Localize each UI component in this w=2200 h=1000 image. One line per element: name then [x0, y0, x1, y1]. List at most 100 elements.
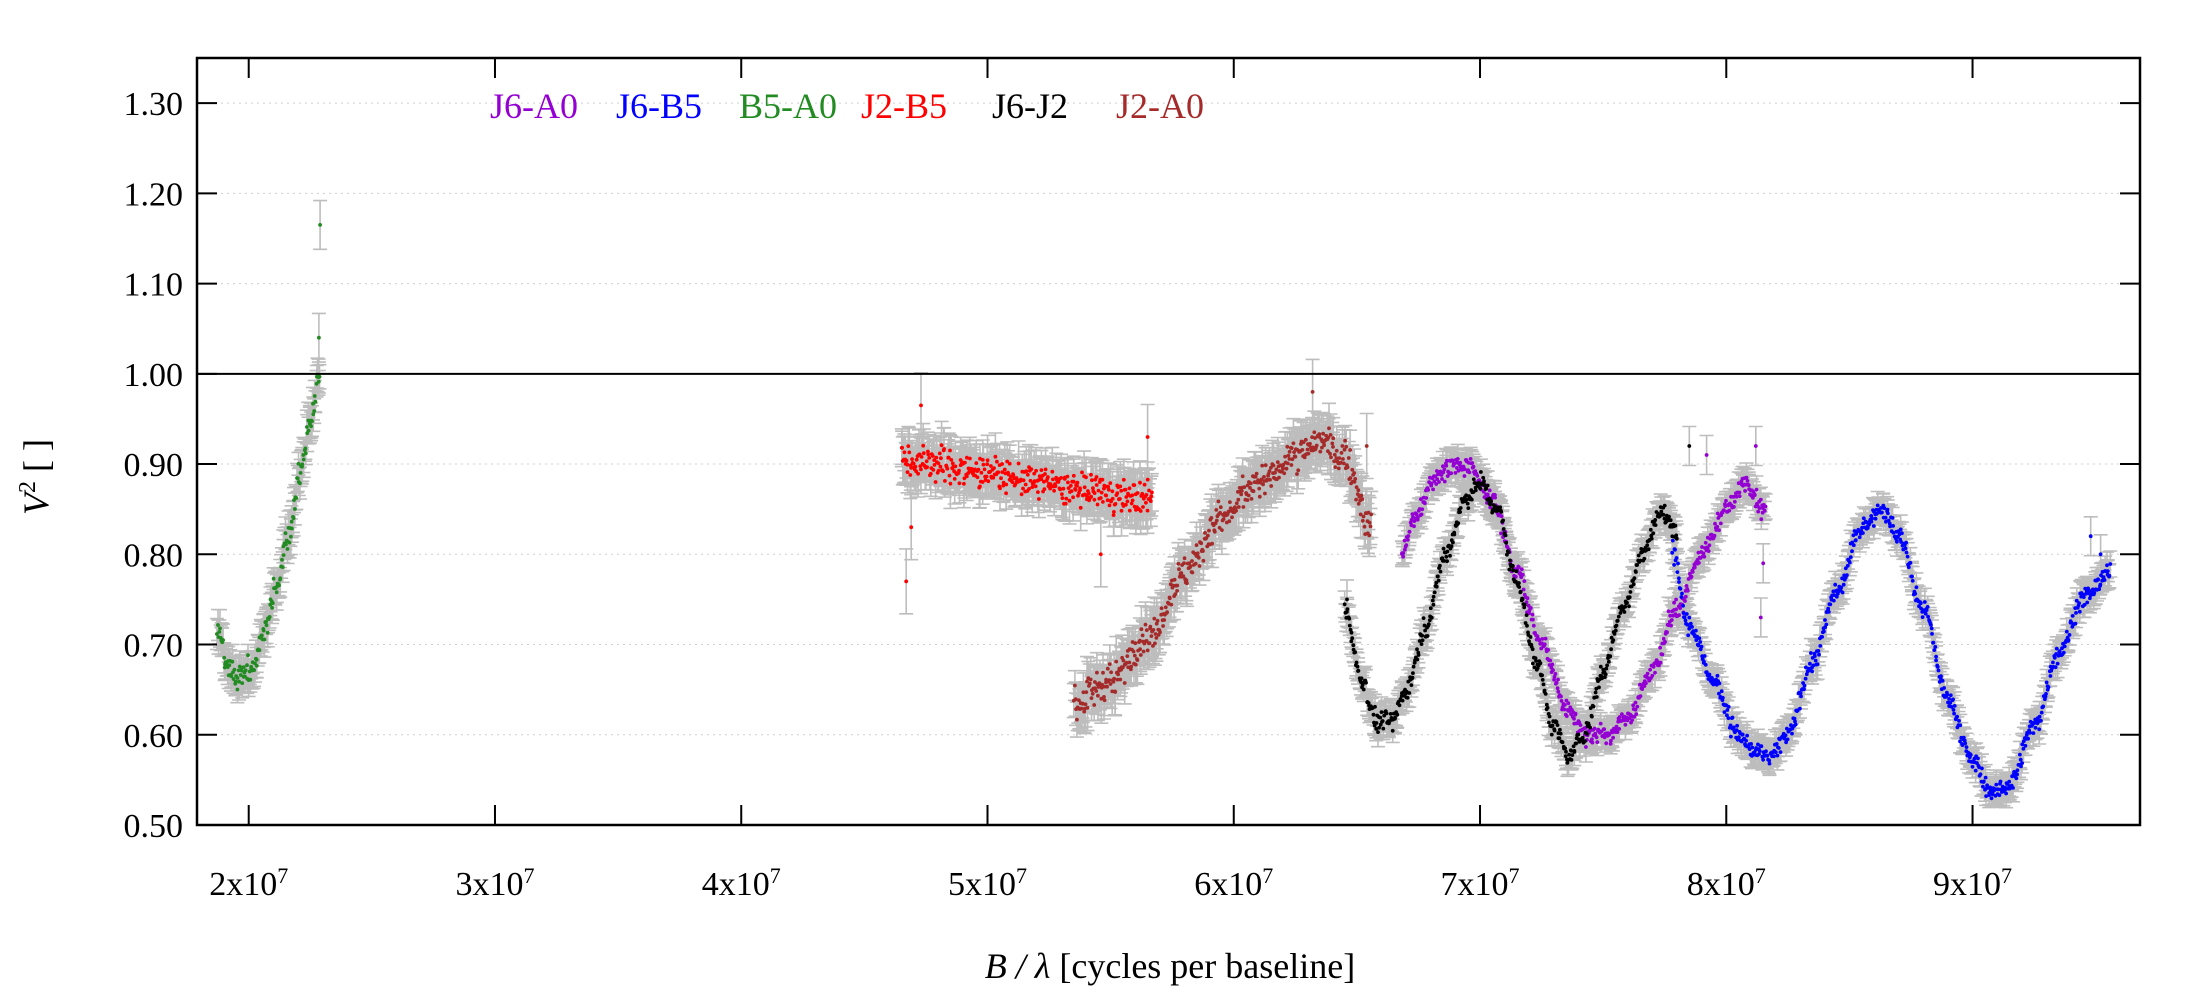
data-point — [1415, 657, 1420, 662]
data-point — [312, 394, 317, 398]
data-point — [1556, 677, 1560, 682]
data-point — [1935, 665, 1940, 669]
data-point — [921, 443, 926, 448]
data-point — [1684, 612, 1689, 616]
data-point — [1364, 680, 1368, 685]
data-point — [1857, 535, 1862, 540]
data-point — [1300, 448, 1305, 452]
data-point — [1314, 443, 1319, 448]
data-point — [1129, 501, 1134, 506]
data-point — [1253, 474, 1258, 479]
data-point — [1144, 500, 1148, 505]
data-point — [1349, 639, 1354, 644]
data-point — [285, 547, 290, 551]
data-point — [1552, 674, 1557, 679]
data-point — [1144, 493, 1149, 497]
data-point — [974, 461, 979, 465]
data-point — [1345, 597, 1349, 602]
data-point — [280, 565, 285, 569]
data-point — [1620, 712, 1624, 716]
data-point — [1745, 733, 1749, 738]
data-point — [1310, 390, 1315, 394]
data-point — [1676, 561, 1680, 566]
data-point — [1715, 524, 1720, 529]
data-point — [1359, 676, 1364, 681]
data-point — [1653, 670, 1657, 675]
data-point — [1411, 664, 1416, 669]
data-point — [1918, 601, 1923, 606]
data-point — [1356, 668, 1361, 673]
data-point — [1425, 634, 1430, 638]
data-point — [1023, 482, 1028, 487]
data-point — [1138, 647, 1142, 652]
data-point — [1411, 515, 1415, 519]
data-point — [1155, 618, 1160, 623]
x-axis-label-symbol: B / λ — [985, 946, 1051, 986]
data-point — [1826, 610, 1831, 614]
data-point — [1042, 487, 1047, 491]
data-point — [909, 465, 913, 470]
data-point — [964, 474, 969, 479]
data-point — [1001, 483, 1006, 488]
data-point — [1609, 647, 1613, 652]
data-point — [1681, 603, 1685, 608]
data-point — [1720, 695, 1725, 700]
data-point — [1455, 457, 1460, 461]
data-point — [1105, 684, 1109, 689]
data-point — [1354, 660, 1359, 665]
y-axis-label-symbol: V — [16, 489, 56, 515]
data-point — [1277, 475, 1281, 480]
data-point — [1645, 671, 1650, 676]
data-point — [1782, 736, 1787, 741]
data-point — [1904, 550, 1909, 555]
data-point — [1732, 505, 1736, 509]
data-point — [1531, 661, 1535, 666]
data-point — [1958, 739, 1962, 744]
data-point — [1088, 677, 1093, 682]
data-point — [1361, 514, 1366, 519]
data-point — [2028, 730, 2032, 735]
data-point — [1694, 638, 1699, 642]
data-point — [1667, 514, 1671, 519]
data-point — [1834, 594, 1839, 599]
data-point — [227, 663, 232, 668]
data-point — [943, 479, 947, 483]
data-point — [936, 461, 941, 466]
data-point — [1356, 501, 1361, 506]
data-point — [1150, 490, 1154, 495]
data-point — [1511, 568, 1515, 573]
data-point — [992, 466, 996, 470]
data-point — [294, 496, 299, 500]
data-point — [1705, 546, 1710, 550]
data-point — [1147, 641, 1152, 646]
data-point — [919, 403, 923, 408]
data-point — [1381, 726, 1386, 731]
data-point — [1670, 538, 1675, 543]
data-point — [1462, 474, 1467, 478]
data-point — [1065, 474, 1070, 479]
data-point — [1783, 733, 1788, 738]
data-point — [2098, 552, 2103, 557]
data-point — [2021, 739, 2026, 744]
data-point — [1638, 694, 1643, 698]
data-point — [1595, 740, 1600, 744]
data-point — [1703, 662, 1708, 667]
data-point — [1530, 612, 1535, 617]
data-point — [1933, 645, 1938, 649]
data-point — [1249, 497, 1254, 501]
data-point — [1144, 639, 1149, 643]
data-point — [1284, 466, 1289, 471]
data-point — [1050, 469, 1055, 474]
data-point — [1662, 503, 1667, 508]
data-point — [931, 468, 936, 472]
data-point — [1429, 481, 1434, 486]
legend-entry-J6-A0: J6-A0 — [490, 86, 578, 126]
data-point — [1214, 508, 1219, 512]
data-point — [1584, 745, 1588, 749]
data-point — [1400, 698, 1405, 703]
data-point — [1131, 649, 1136, 654]
data-point — [1632, 714, 1637, 719]
data-point — [1569, 748, 1574, 753]
data-point — [1815, 662, 1820, 667]
